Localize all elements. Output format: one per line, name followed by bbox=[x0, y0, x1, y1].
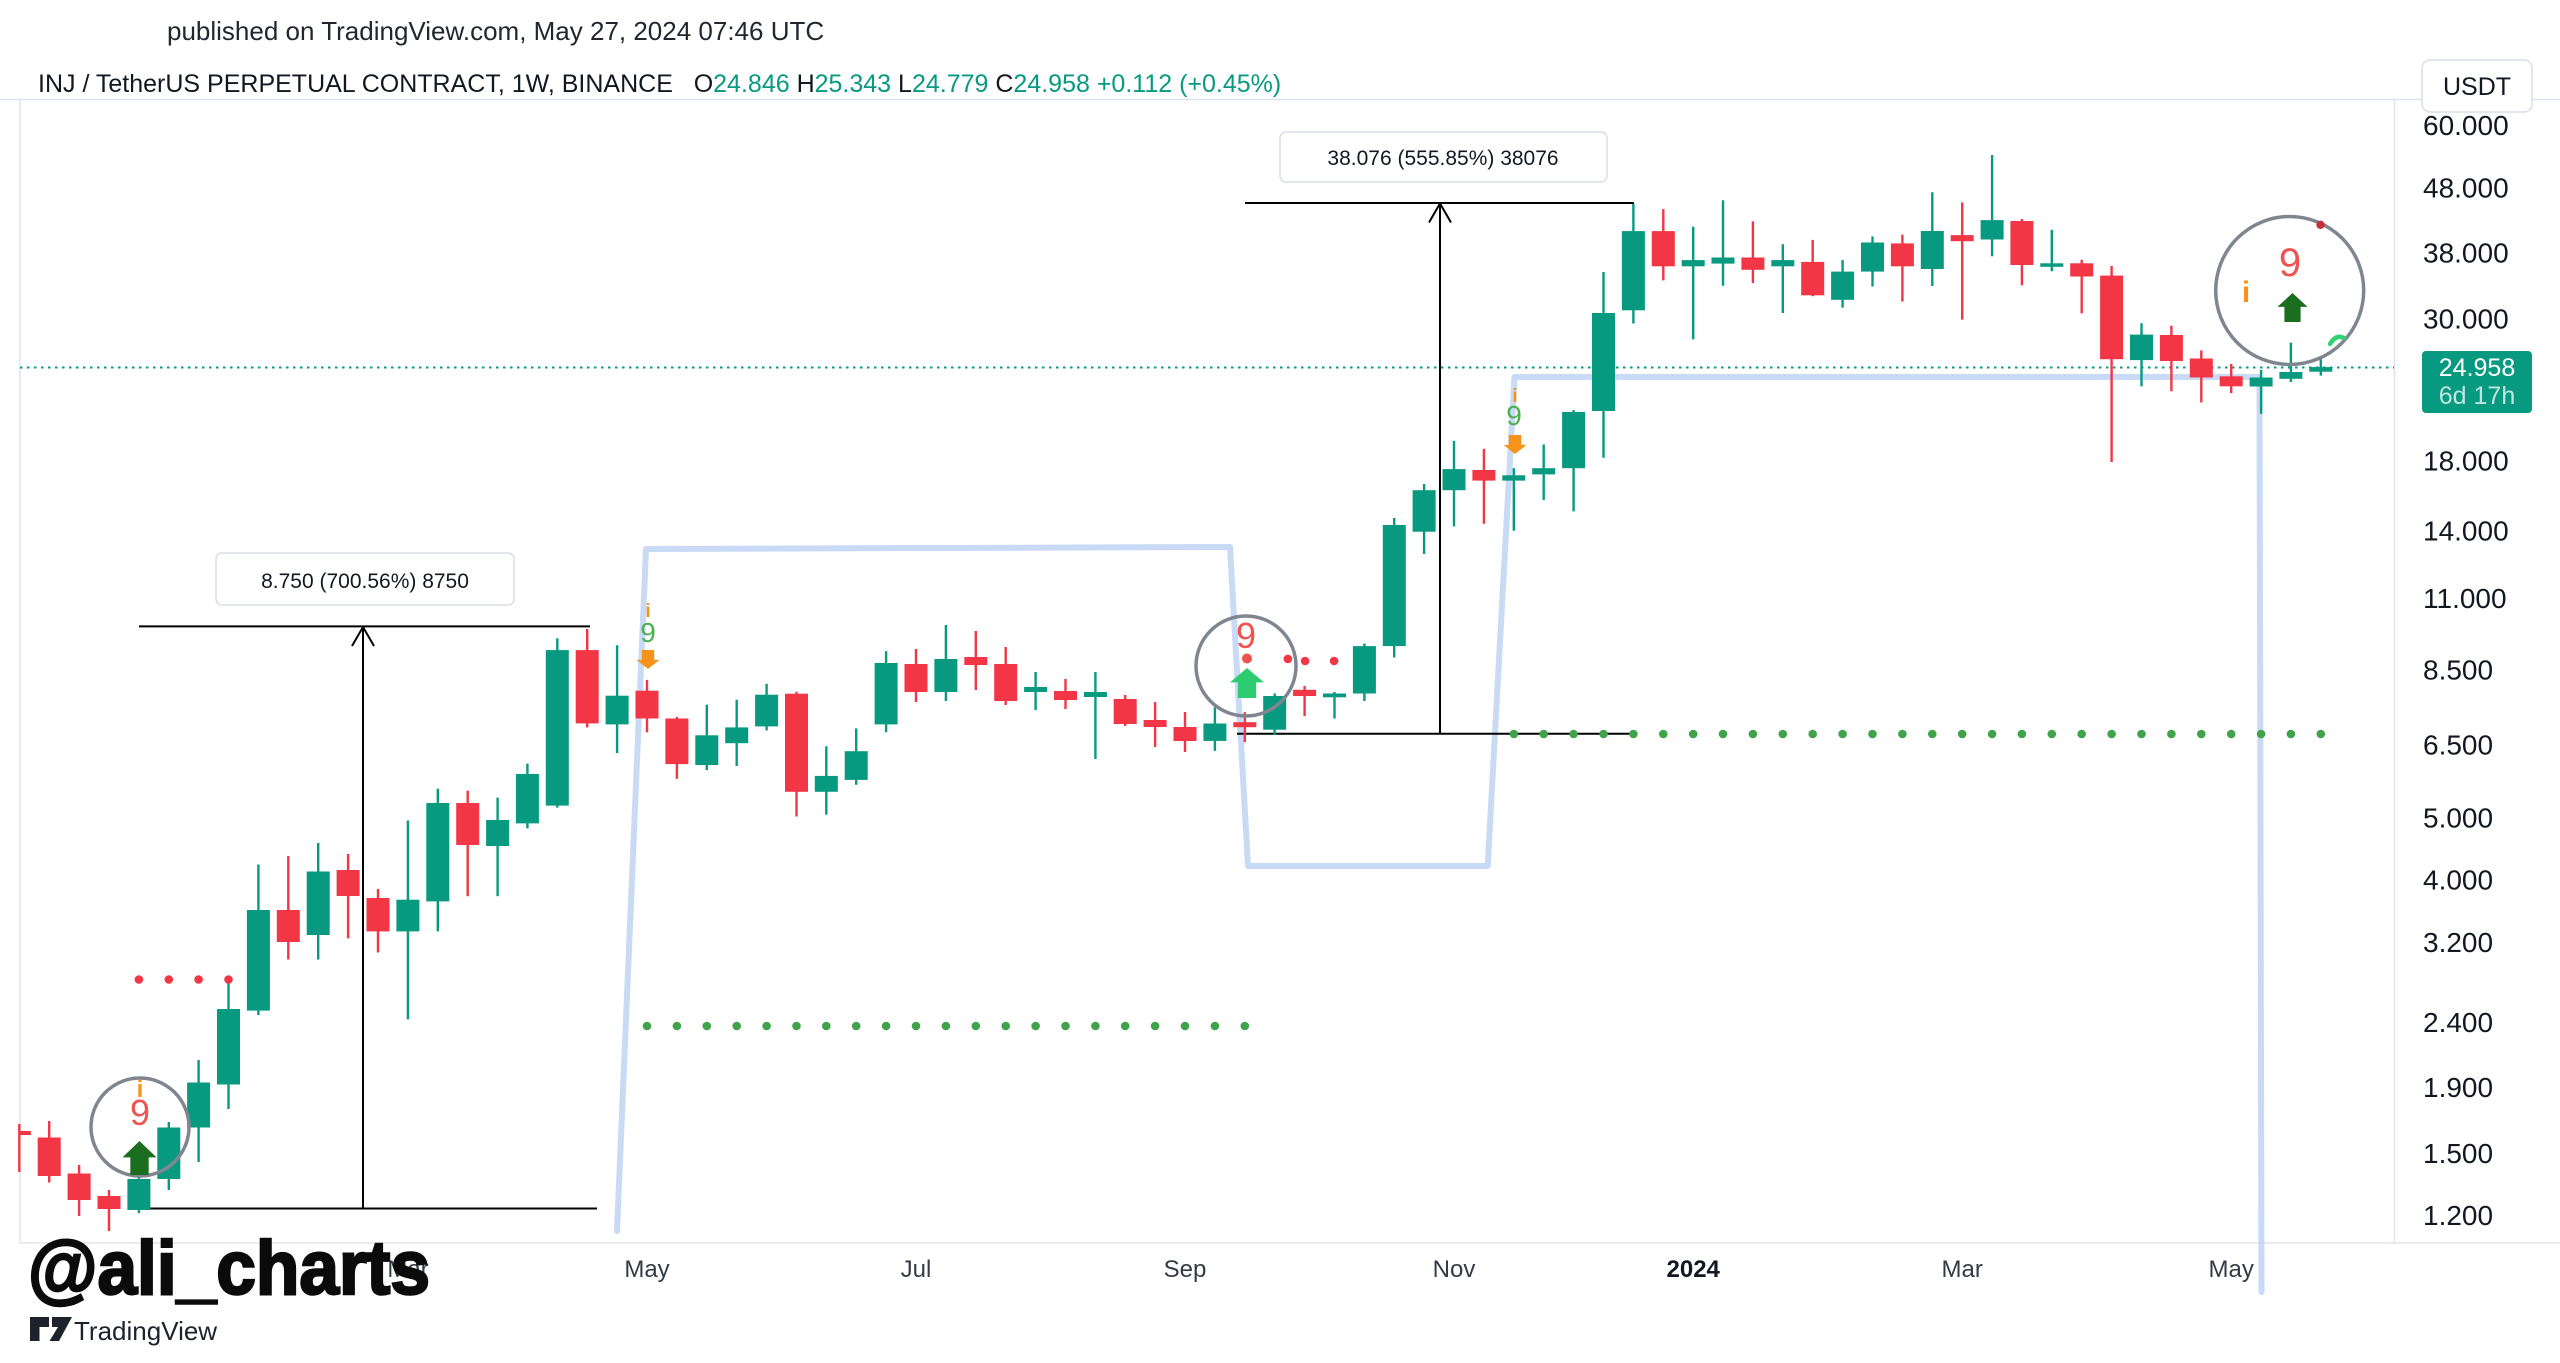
svg-text:Mar: Mar bbox=[1942, 1256, 1983, 1283]
svg-text:i: i bbox=[2242, 276, 2250, 309]
svg-text:24.958: 24.958 bbox=[2439, 354, 2515, 382]
svg-text:38.000: 38.000 bbox=[2423, 237, 2509, 268]
svg-text:14.000: 14.000 bbox=[2423, 516, 2509, 547]
svg-text:8.750 (700.56%) 8750: 8.750 (700.56%) 8750 bbox=[261, 570, 469, 593]
svg-text:USDT: USDT bbox=[2443, 73, 2511, 101]
svg-text:i: i bbox=[645, 601, 650, 622]
svg-text:i: i bbox=[137, 1076, 144, 1103]
svg-text:9: 9 bbox=[1236, 615, 1256, 656]
svg-text:Jul: Jul bbox=[901, 1256, 932, 1283]
svg-text:INJ / TetherUS PERPETUAL CONTR: INJ / TetherUS PERPETUAL CONTRACT, 1W, B… bbox=[38, 70, 1281, 98]
svg-text:1.200: 1.200 bbox=[2423, 1200, 2493, 1231]
svg-text:9: 9 bbox=[2279, 241, 2301, 285]
svg-text:TradingView: TradingView bbox=[74, 1316, 217, 1346]
svg-text:Mar: Mar bbox=[387, 1256, 428, 1283]
svg-text:38.076 (555.85%) 38076: 38.076 (555.85%) 38076 bbox=[1327, 147, 1558, 170]
svg-text:1.900: 1.900 bbox=[2423, 1072, 2493, 1103]
svg-text:8.500: 8.500 bbox=[2423, 655, 2493, 686]
svg-text:18.000: 18.000 bbox=[2423, 446, 2509, 477]
svg-text:@ali_charts: @ali_charts bbox=[28, 1226, 430, 1311]
svg-text:9: 9 bbox=[130, 1092, 150, 1133]
svg-text:5.000: 5.000 bbox=[2423, 803, 2493, 834]
svg-text:i: i bbox=[1512, 386, 1517, 407]
svg-text:2.400: 2.400 bbox=[2423, 1007, 2493, 1038]
svg-text:published on TradingView.com,: published on TradingView.com, May 27, 20… bbox=[167, 16, 824, 46]
svg-text:60.000: 60.000 bbox=[2423, 110, 2509, 141]
svg-text:2024: 2024 bbox=[1667, 1256, 1721, 1283]
svg-text:6.500: 6.500 bbox=[2423, 729, 2493, 760]
svg-text:May: May bbox=[2209, 1256, 2254, 1283]
svg-text:11.000: 11.000 bbox=[2423, 583, 2507, 614]
svg-text:3.200: 3.200 bbox=[2423, 927, 2493, 958]
svg-text:1.500: 1.500 bbox=[2423, 1138, 2493, 1169]
svg-text:4.000: 4.000 bbox=[2423, 865, 2493, 896]
svg-text:9: 9 bbox=[1506, 400, 1522, 431]
svg-text:6d 17h: 6d 17h bbox=[2439, 382, 2515, 410]
svg-text:48.000: 48.000 bbox=[2423, 172, 2509, 203]
svg-text:30.000: 30.000 bbox=[2423, 303, 2509, 334]
svg-text:May: May bbox=[624, 1256, 669, 1283]
svg-text:9: 9 bbox=[640, 617, 656, 648]
svg-text:Nov: Nov bbox=[1433, 1256, 1476, 1283]
svg-text:Sep: Sep bbox=[1164, 1256, 1207, 1283]
